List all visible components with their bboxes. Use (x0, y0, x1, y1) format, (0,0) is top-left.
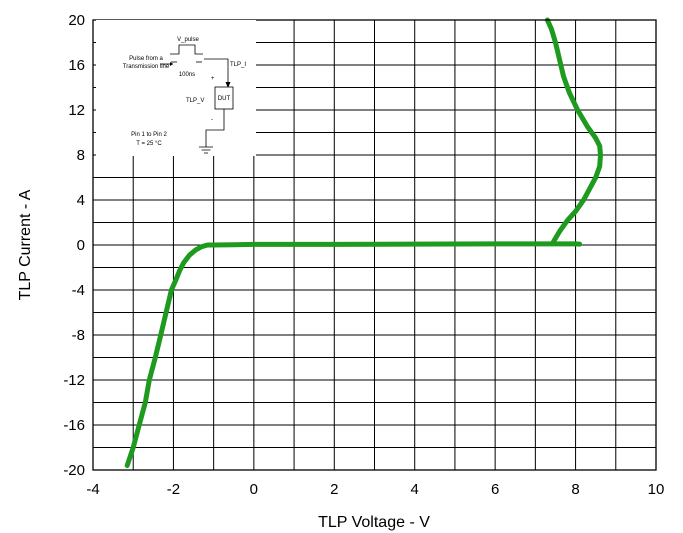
y-tick-label: -16 (63, 417, 85, 434)
inset-width-label: 100ns (179, 72, 195, 78)
plot-frame (92, 19, 657, 471)
inset-plus-label: + (211, 76, 215, 82)
y-tick-label: -20 (63, 462, 85, 479)
series-line (544, 17, 603, 245)
y-tick-label: 8 (77, 147, 85, 164)
y-tick-label: 4 (77, 192, 85, 209)
x-tick-label: 4 (411, 481, 419, 498)
inset-pins-label: Pin 1 to Pin 2 (131, 132, 167, 138)
current-arrowhead (225, 82, 231, 88)
ground-wire (205, 109, 225, 147)
inset-dut-label: DUT (218, 96, 231, 102)
inset-source-label-2: Transmission line (123, 64, 170, 70)
x-tick-label: 10 (648, 481, 665, 498)
y-tick-label: -12 (63, 372, 85, 389)
inset-tlp-v-label: TLP_V (186, 98, 204, 104)
circuit-inset: V_pulse Pulse from a Transmission line 1… (96, 20, 256, 156)
inset-tlp-i-label: TLP_I (230, 62, 246, 68)
x-tick-label: -4 (86, 481, 99, 498)
data-series (124, 17, 603, 468)
y-tick-label: 12 (68, 102, 85, 119)
x-tick-label: 2 (330, 481, 338, 498)
inset-temp-label: T = 25 °C (136, 141, 162, 147)
y-tick-label: -8 (72, 327, 85, 344)
x-tick-label: 0 (250, 481, 258, 498)
inset-v-pulse-label: V_pulse (177, 37, 199, 43)
pulse-waveform (170, 44, 203, 55)
y-axis-title: TLP Current - A (17, 189, 34, 300)
signal-wire (204, 58, 229, 84)
y-tick-label: 16 (68, 57, 85, 74)
y-tick-label: 20 (68, 12, 85, 29)
inset-minus-label: - (211, 117, 213, 123)
source-arrowhead (170, 62, 173, 66)
x-tick-label: 8 (571, 481, 579, 498)
y-tick-label: 0 (77, 237, 85, 254)
inset-source-label-1: Pulse from a (129, 56, 163, 62)
ground-icon (199, 146, 213, 154)
x-tick-label: -2 (167, 481, 180, 498)
series-line (124, 241, 583, 468)
y-tick-label: -4 (72, 282, 85, 299)
x-axis-title: TLP Voltage - V (318, 514, 430, 531)
x-tick-label: 6 (491, 481, 499, 498)
